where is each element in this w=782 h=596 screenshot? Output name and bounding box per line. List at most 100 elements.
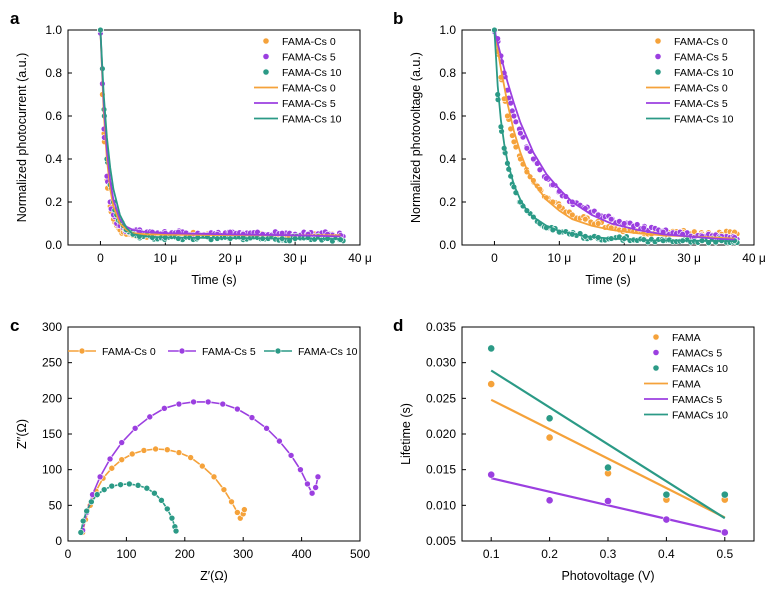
legend-label: FAMA-Cs 10 [282,67,342,79]
data-point [308,489,316,497]
data-point [143,484,151,492]
x-axis-label: Time (s) [585,273,630,287]
y-tick-label: 0.4 [439,152,456,166]
data-point [117,481,124,488]
data-point [172,527,180,535]
legend: FAMA-Cs 0 FAMA-Cs 5 FAMA-Cs 10 FAMA-Cs 0 FAM… [254,36,342,126]
legend: FAMA-Cs 0 FAMA-Cs 5 FAMA-Cs 10 [68,346,358,358]
x-axis-label: Photovoltage (V) [561,569,654,583]
legend-label: FAMA-Cs 5 [282,98,336,110]
data-point [582,216,589,223]
data-point [556,203,563,210]
nyquist-fama-cs-10 [77,480,180,536]
y-tick-label: 0.035 [426,320,456,334]
data-point [241,506,248,513]
y-tick-label: 0 [55,534,62,548]
data-point [569,211,576,219]
y-tick-label: 0.8 [45,66,62,80]
x-tick-label: 10 μ [548,251,572,265]
data-point [163,505,171,513]
data-point [487,380,496,388]
y-axis-label: Lifetime (s) [399,403,413,465]
y-tick-label: 0.0 [439,238,456,252]
legend-label: FAMA [672,379,701,391]
x-tick-label: 0 [491,251,498,265]
data-point [187,454,194,461]
data-point [140,447,148,454]
legend-label: FAMA-Cs 0 [674,83,728,95]
legend-label: FAMA-Cs 10 [674,67,734,79]
data-point [175,400,183,408]
x-tick-label: 0 [65,547,72,561]
data-point [312,484,319,491]
legend-label: FAMACs 5 [672,394,722,406]
y-tick-label: 0.005 [426,534,456,548]
data-point [487,470,496,479]
x-tick-label: 20 μ [218,251,242,265]
y-tick-label: 250 [42,356,62,370]
data-point [523,145,531,152]
data-point [248,414,256,421]
y-tick-label: 0.4 [45,152,62,166]
legend-label: FAMA-Cs 0 [282,36,336,48]
y-tick-label: 0.015 [426,463,456,477]
legend-label: FAMA-Cs 0 [282,83,336,95]
y-tick-label: 0.025 [426,391,456,405]
panel-label: c [10,316,19,335]
x-tick-label: 400 [292,547,312,561]
data-point [276,437,283,445]
data-point [545,496,554,505]
data-point [662,490,671,499]
data-point [106,455,114,463]
data-point [131,424,139,432]
data-point [512,118,520,126]
data-point [287,452,295,459]
data-point [633,221,641,228]
data-point [662,515,671,524]
data-point [190,398,197,406]
y-tick-label: 200 [42,391,62,405]
data-point [108,464,116,472]
data-point [720,528,729,537]
data-point [118,439,126,446]
data-point [545,414,554,423]
data-point [88,498,95,506]
legend-marker [652,349,660,356]
data-point [199,462,206,470]
data-point [126,480,133,488]
series-fama-cs-5 [491,26,741,243]
legend-label: FAMA-Cs 0 [674,36,728,48]
y-tick-label: 0.020 [426,427,456,441]
fit-line [490,477,726,534]
data-point [304,480,311,488]
data-point [108,482,116,490]
x-axis-label: Time (s) [191,273,236,287]
data-point [175,449,183,456]
legend-marker [262,68,270,76]
data-point [720,490,729,499]
chart-panel-c: 0 100 200 300 400 500 0 50 100 150 200 250 300 Z′(Ω) Z… [10,316,370,583]
legend-label: FAMA-Cs 5 [202,346,256,358]
legend-marker [654,53,662,60]
fit-line [490,369,726,520]
y-tick-label: 1.0 [439,23,456,37]
x-tick-label: 500 [350,547,370,561]
data-point [263,424,270,432]
x-axis-label: Z′(Ω) [200,569,228,583]
data-point [100,486,108,493]
legend-marker [262,37,270,45]
data-point [79,517,87,525]
fit-line [493,29,735,242]
data-point [204,398,212,406]
fit-line [99,29,341,240]
y-tick-label: 50 [49,498,63,512]
legend-label: FAMACs 10 [672,410,728,422]
y-tick-label: 0.030 [426,356,456,370]
x-tick-label: 0.2 [541,547,558,561]
x-tick-label: 300 [233,547,253,561]
panel-label: a [10,9,20,28]
legend-marker [78,347,86,355]
legend-label: FAMA-Cs 5 [674,52,728,64]
data-point [234,509,241,516]
legend-marker [178,347,186,355]
